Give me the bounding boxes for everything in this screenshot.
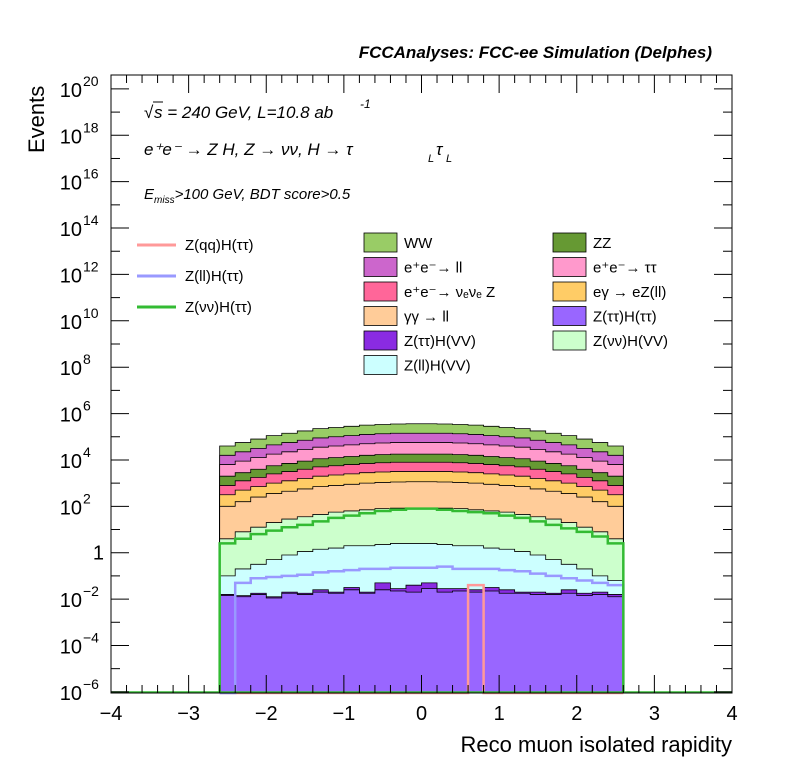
labels: FCCAnalyses: FCC-ee Simulation (Delphes)… bbox=[24, 43, 732, 757]
y-tick-label: 10 bbox=[60, 173, 82, 195]
line-Z(νν)H(ττ) bbox=[218, 507, 625, 693]
y-tick-label: 10 bbox=[60, 405, 82, 427]
legend-line-label: Z(qq)H(ττ) bbox=[185, 237, 254, 254]
y-tick-exponent: −4 bbox=[83, 629, 99, 645]
y-tick-exponent: 16 bbox=[83, 166, 99, 182]
y-tick-exponent: 18 bbox=[83, 119, 99, 135]
y-tick-label: 10 bbox=[60, 312, 82, 334]
y-tick-exponent: −6 bbox=[83, 676, 99, 692]
legend-box-label: Z(ττ)H(VV) bbox=[404, 333, 476, 350]
y-tick-exponent: 20 bbox=[83, 73, 99, 89]
annotation-process-sub1: L bbox=[428, 153, 434, 165]
legend-box-swatch bbox=[363, 232, 398, 253]
y-tick-exponent: 12 bbox=[83, 258, 99, 274]
x-tick-label: 4 bbox=[726, 703, 737, 725]
sqrt-symbol: √ bbox=[144, 103, 154, 122]
legend-box-swatch bbox=[552, 330, 587, 351]
y-tick-exponent: 14 bbox=[83, 212, 99, 228]
y-tick-label: 10 bbox=[60, 219, 82, 241]
x-tick-label: −1 bbox=[332, 703, 355, 725]
y-tick-exponent: 8 bbox=[83, 351, 91, 367]
y-tick-exponent: −2 bbox=[83, 583, 99, 599]
legend: Z(qq)H(ττ) Z(ll)H(ττ) Z(νν)H(ττ) WW ZZ e⁺e⁻→ … bbox=[137, 232, 668, 375]
legend-line-label: Z(νν)H(ττ) bbox=[185, 299, 252, 316]
y-tick-exponent: 2 bbox=[83, 490, 91, 506]
legend-box-label: e⁺e⁻→ ττ bbox=[593, 260, 657, 277]
annotation-cut: Emiss>100 GeV, BDT score>0.5 bbox=[144, 186, 351, 206]
legend-box-label: eγ → eZ(ll) bbox=[593, 284, 666, 301]
x-tick-label: −4 bbox=[100, 703, 123, 725]
x-tick-label: 1 bbox=[494, 703, 505, 725]
stack-Z(ττ)H(ττ) bbox=[219, 588, 624, 694]
legend-box-swatch bbox=[552, 232, 587, 253]
x-axis-label: Reco muon isolated rapidity bbox=[461, 732, 732, 757]
y-tick-label: 10 bbox=[60, 683, 82, 705]
y-tick-label: 10 bbox=[60, 590, 82, 612]
legend-box-swatch bbox=[552, 306, 587, 326]
plot-area bbox=[111, 423, 732, 695]
x-tick-label: −2 bbox=[255, 703, 278, 725]
annotation-energy: s = 240 GeV, L=10.8 ab bbox=[154, 103, 333, 122]
legend-box-label: e⁺e⁻→ νₑνₑ Z bbox=[404, 284, 495, 301]
legend-box-label: Z(ττ)H(ττ) bbox=[593, 309, 657, 326]
legend-box-swatch bbox=[363, 306, 398, 326]
legend-box-swatch bbox=[363, 281, 398, 302]
legend-box-swatch bbox=[363, 330, 398, 351]
x-tick-label: −3 bbox=[177, 703, 200, 725]
y-tick-label: 10 bbox=[60, 497, 82, 519]
y-tick-exponent: 6 bbox=[83, 398, 91, 414]
x-tick-label: 3 bbox=[649, 703, 660, 725]
y-tick-label: 10 bbox=[60, 126, 82, 148]
annotation-process: e⁺e⁻ → Z H, Z → νν, H → τ bbox=[144, 140, 354, 159]
line-Z(ll)H(ττ) bbox=[219, 565, 625, 695]
y-tick-label: 10 bbox=[60, 451, 82, 473]
annotation-process-sub2: L bbox=[446, 153, 452, 165]
legend-box-label: Z(νν)H(VV) bbox=[593, 333, 668, 350]
legend-box-swatch bbox=[552, 257, 587, 277]
x-tick-label: 2 bbox=[571, 703, 582, 725]
y-axis-label: Events bbox=[24, 86, 49, 153]
legend-line-label: Z(ll)H(ττ) bbox=[185, 268, 244, 285]
y-tick-label: 10 bbox=[60, 358, 82, 380]
y-tick-label: 10 bbox=[60, 636, 82, 658]
annotation-process-tau2: τ bbox=[436, 140, 444, 159]
legend-box-label: γγ → ll bbox=[404, 309, 449, 326]
y-tick-exponent: 10 bbox=[83, 305, 99, 321]
y-tick-label: 1 bbox=[93, 543, 104, 565]
legend-box-swatch bbox=[363, 257, 398, 277]
y-tick-label: 10 bbox=[60, 80, 82, 102]
legend-box-label: ZZ bbox=[593, 235, 611, 252]
chart-title: FCCAnalyses: FCC-ee Simulation (Delphes) bbox=[359, 43, 713, 62]
legend-box-swatch bbox=[363, 355, 398, 375]
legend-box-swatch bbox=[552, 281, 587, 302]
legend-box-label: WW bbox=[404, 235, 433, 252]
y-tick-label: 10 bbox=[60, 265, 82, 287]
legend-box-label: Z(ll)H(VV) bbox=[404, 358, 471, 375]
legend-box-label: e⁺e⁻→ ll bbox=[404, 260, 462, 277]
annotation-lumi-exponent: -1 bbox=[360, 97, 371, 111]
y-tick-exponent: 4 bbox=[83, 444, 91, 460]
x-tick-label: 0 bbox=[416, 703, 427, 725]
